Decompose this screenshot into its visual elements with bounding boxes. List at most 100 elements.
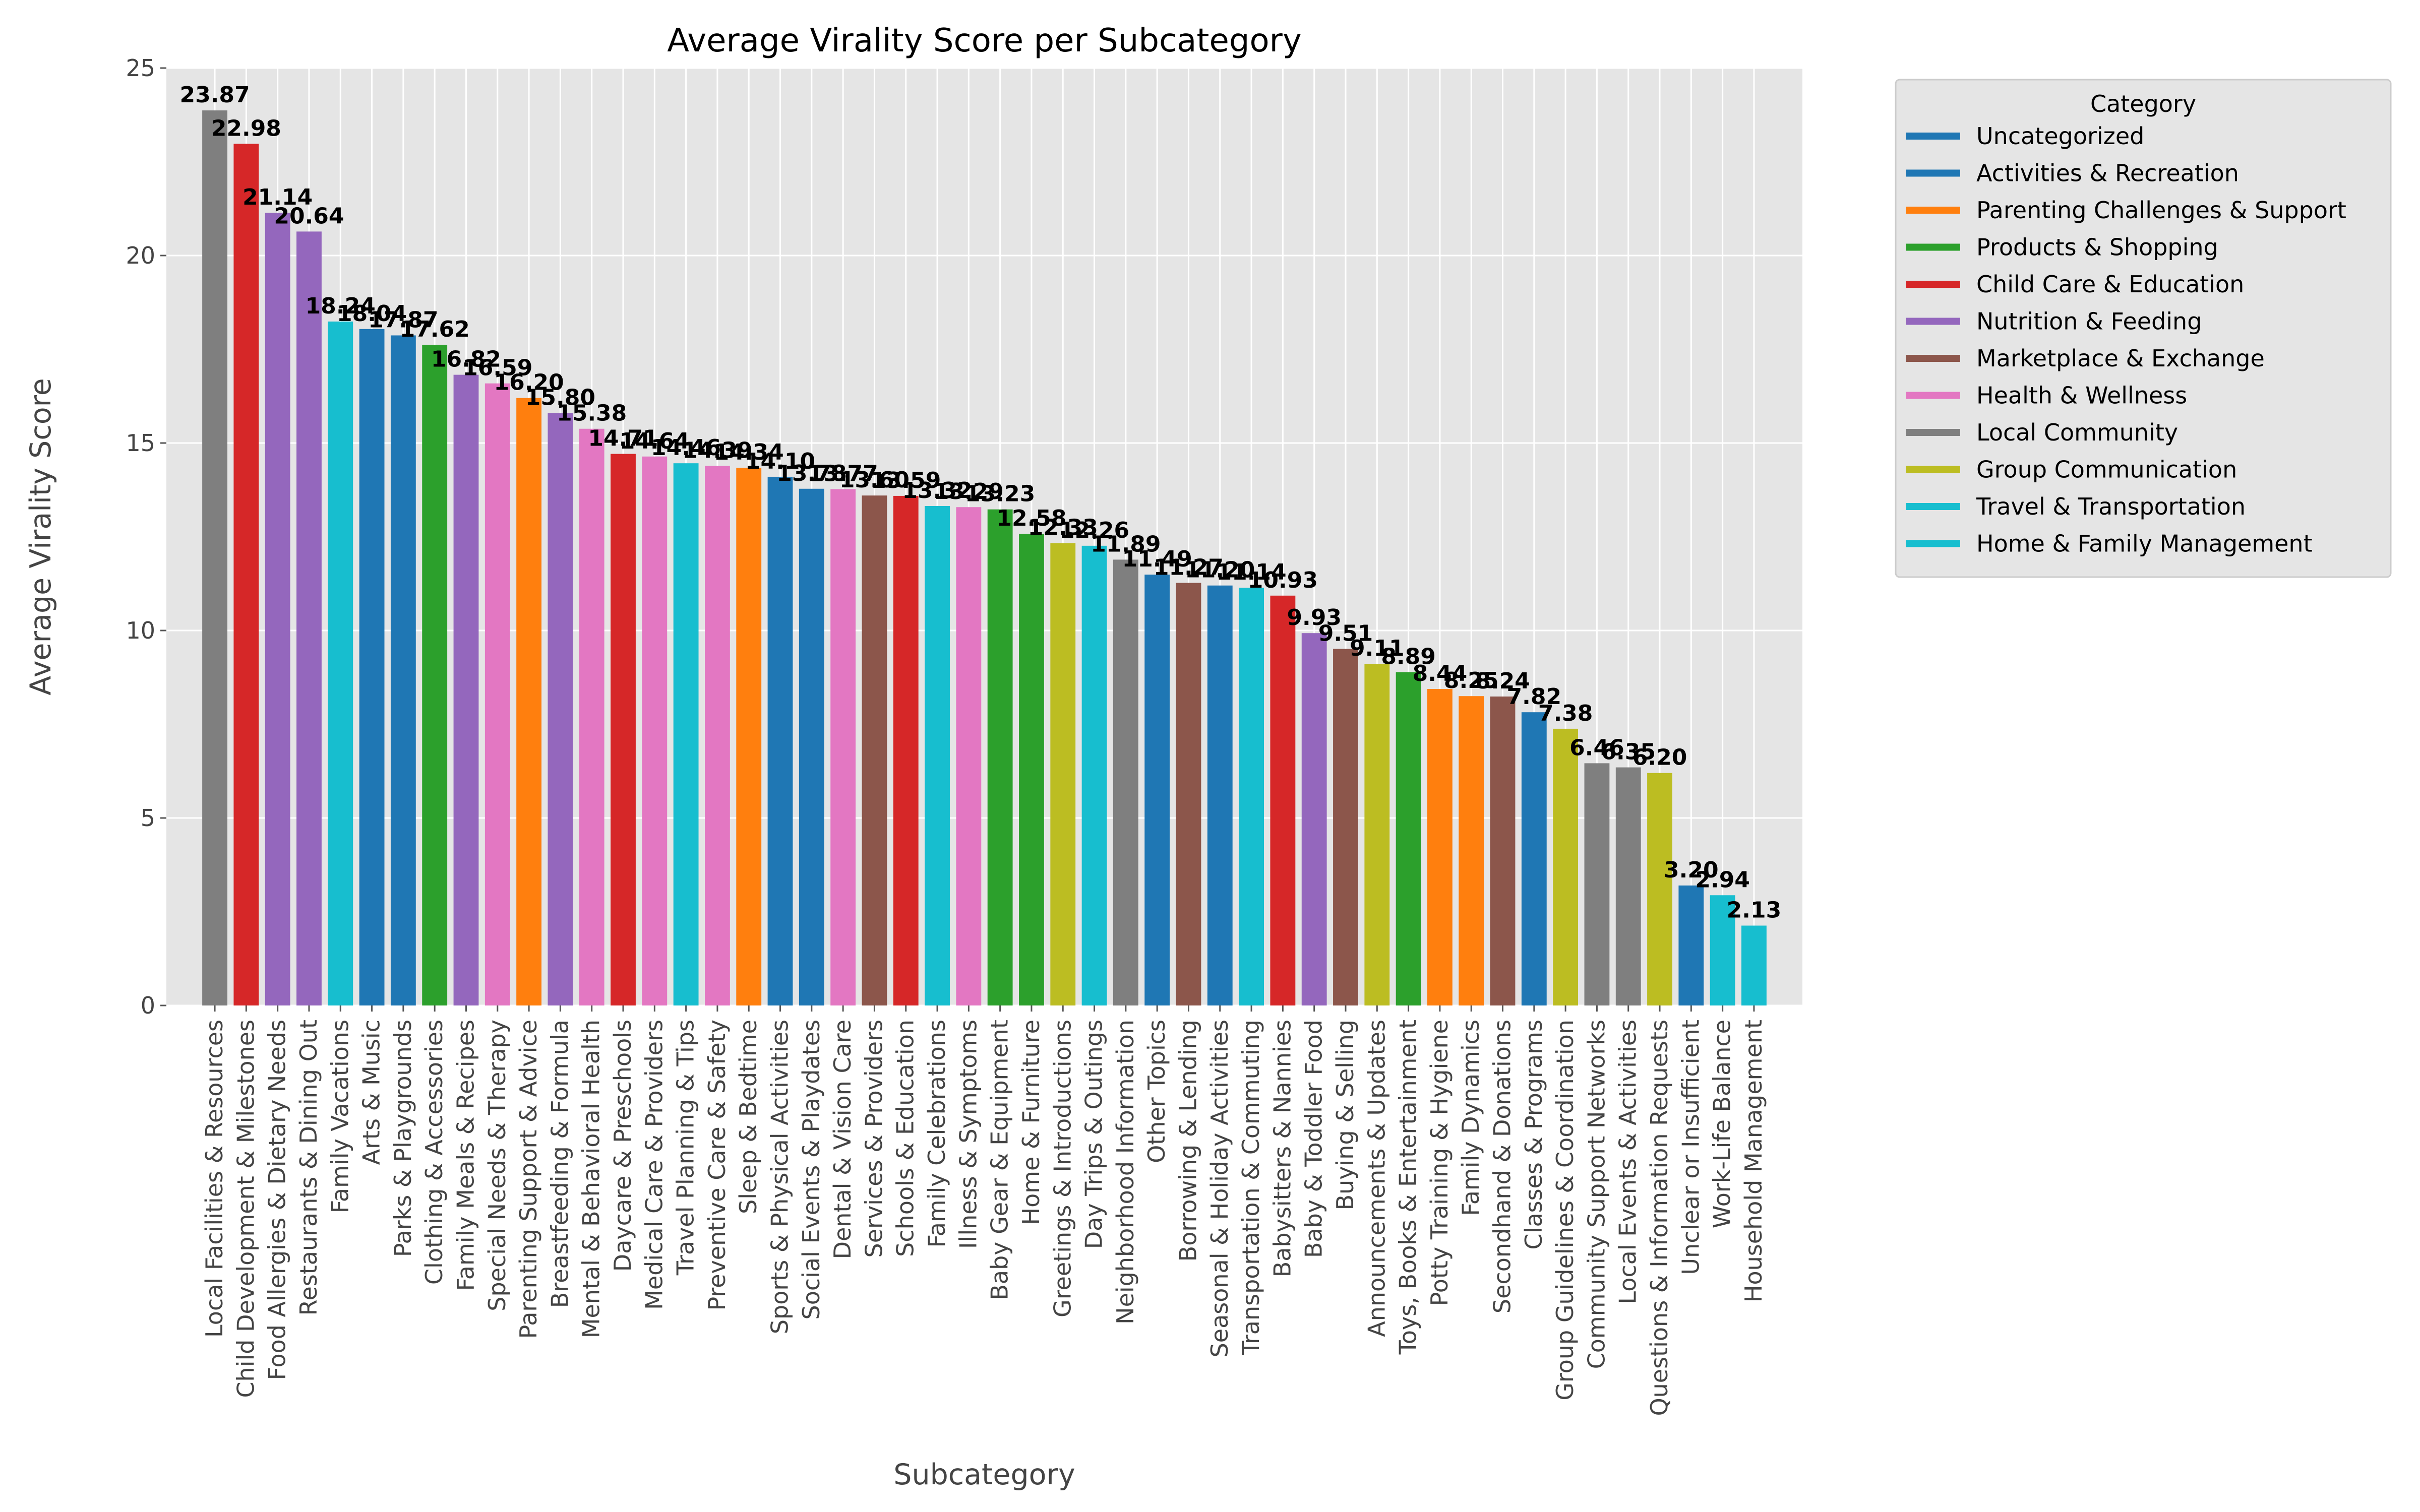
bar xyxy=(296,231,322,1005)
bar xyxy=(830,489,856,1006)
bar xyxy=(736,468,762,1005)
bar-value-label: 6.20 xyxy=(1632,745,1687,771)
bar-value-label: 8.44 xyxy=(1413,661,1468,686)
legend-entry-label: Products & Shopping xyxy=(1976,234,2218,261)
y-tick-label: 25 xyxy=(126,54,155,82)
bar-value-label: 13.29 xyxy=(934,479,1004,505)
bar xyxy=(1615,767,1641,1005)
bar-value-label: 18.24 xyxy=(306,293,376,319)
bar-value-label: 16.59 xyxy=(462,355,532,381)
bar-value-label: 17.87 xyxy=(368,307,438,333)
bar xyxy=(1113,559,1138,1005)
bar-value-label: 13.60 xyxy=(839,467,910,493)
bar-value-label: 14.34 xyxy=(714,439,784,465)
y-axis-ticks: 0 5 10 15 20 25 xyxy=(126,54,166,1019)
bar xyxy=(1207,585,1233,1005)
bar xyxy=(233,144,259,1006)
legend-entry-label: Child Care & Education xyxy=(1976,271,2244,298)
bar xyxy=(359,329,385,1005)
bar-value-label: 16.82 xyxy=(431,347,501,372)
bar xyxy=(799,488,824,1005)
x-tick-label: Greetings & Introductions xyxy=(1049,1020,1076,1317)
bar xyxy=(1019,534,1044,1005)
bar xyxy=(1270,595,1296,1005)
legend-entry-label: Home & Family Management xyxy=(1976,530,2313,557)
x-tick-label: Local Facilities & Resources xyxy=(201,1020,228,1338)
bar-value-label: 15.80 xyxy=(525,385,595,410)
x-tick-label: Toys, Books & Entertainment xyxy=(1395,1020,1422,1355)
bar xyxy=(893,495,919,1005)
x-tick-label: Sports & Physical Activities xyxy=(766,1020,794,1334)
bar xyxy=(862,495,887,1005)
legend-entry-label: Local Community xyxy=(1976,419,2178,446)
bar xyxy=(1553,728,1579,1005)
bar xyxy=(548,413,573,1005)
bar xyxy=(453,374,479,1005)
bar-value-label: 11.49 xyxy=(1122,546,1192,572)
bar xyxy=(956,507,982,1005)
x-tick-label: Clothing & Accessories xyxy=(420,1020,448,1285)
x-tick-label: Community Support Networks xyxy=(1583,1020,1610,1369)
x-tick-label: Classes & Programs xyxy=(1520,1020,1547,1249)
bar-value-label: 2.94 xyxy=(1695,867,1750,893)
x-tick-label: Travel Planning & Tips xyxy=(672,1020,699,1276)
x-tick-label: Seasonal & Holiday Activities xyxy=(1206,1020,1233,1357)
bar xyxy=(1081,545,1107,1005)
x-tick-label: Parks & Playgrounds xyxy=(389,1020,416,1257)
bars xyxy=(202,110,1767,1006)
bar-value-label: 18.04 xyxy=(337,301,407,327)
bar xyxy=(1459,696,1484,1005)
y-axis-label: Average Virality Score xyxy=(24,378,57,696)
x-tick-label: Household Management xyxy=(1740,1020,1767,1302)
bar xyxy=(1427,689,1453,1005)
bar-value-label: 20.64 xyxy=(274,203,344,229)
x-tick-label: Baby & Toddler Food xyxy=(1300,1020,1327,1258)
bar xyxy=(390,335,416,1006)
legend-items: Uncategorized Activities & Recreation Pare… xyxy=(1906,122,2346,557)
bar-value-label: 13.59 xyxy=(871,468,941,493)
bar xyxy=(1584,763,1610,1005)
x-tick-label: Special Needs & Therapy xyxy=(483,1020,511,1311)
bar xyxy=(1301,633,1327,1005)
bar-value-label: 13.77 xyxy=(808,461,878,487)
bar xyxy=(1490,696,1516,1005)
bar-value-label: 2.13 xyxy=(1727,898,1782,923)
bar xyxy=(1364,664,1390,1005)
x-tick-label: Mental & Behavioral Health xyxy=(578,1020,605,1338)
legend-entry-label: Group Communication xyxy=(1976,456,2237,483)
y-tick-label: 0 xyxy=(141,992,155,1019)
bar-value-label: 11.20 xyxy=(1185,557,1255,583)
x-axis-label: Subcategory xyxy=(893,1458,1075,1491)
x-tick-label: Unclear or Insufficient xyxy=(1677,1020,1704,1275)
bar-value-label: 13.32 xyxy=(902,478,972,503)
bar-value-label: 8.25 xyxy=(1444,668,1499,694)
bar-value-label: 7.82 xyxy=(1507,684,1562,710)
x-tick-label: Breastfeeding & Formula xyxy=(546,1020,573,1308)
bar-value-label: 14.71 xyxy=(588,426,658,452)
bar-value-label: 15.38 xyxy=(557,401,627,426)
bar-value-label: 21.14 xyxy=(243,184,313,210)
x-tick-label: Arts & Music xyxy=(358,1020,385,1165)
bar xyxy=(704,466,730,1005)
bar-value-label: 23.87 xyxy=(179,82,250,108)
bar-value-label: 10.93 xyxy=(1248,568,1318,593)
bar-value-label: 7.38 xyxy=(1538,701,1593,726)
x-tick-label: Services & Providers xyxy=(860,1020,887,1257)
y-tick-label: 10 xyxy=(126,617,155,644)
legend-title: Category xyxy=(2090,90,2196,117)
legend-entry-label: Nutrition & Feeding xyxy=(1976,308,2202,335)
x-tick-label: Borrowing & Lending xyxy=(1174,1020,1201,1262)
x-tick-label: Transportation & Commuting xyxy=(1237,1020,1264,1355)
bar-value-label: 16.20 xyxy=(494,370,564,396)
x-tick-label: Group Guidelines & Coordination xyxy=(1551,1020,1579,1401)
bar-value-label: 14.10 xyxy=(745,449,815,474)
bar-value-label: 13.23 xyxy=(965,481,1035,507)
legend-entry-label: Health & Wellness xyxy=(1976,382,2187,409)
x-tick-label: Social Events & Playdates xyxy=(798,1020,825,1319)
bar xyxy=(1239,588,1264,1005)
bar-value-label: 6.35 xyxy=(1601,739,1656,765)
x-tick-label: Local Events & Activities xyxy=(1614,1020,1642,1304)
bar xyxy=(422,345,448,1005)
y-tick-label: 5 xyxy=(141,804,155,832)
x-tick-label: Neighborhood Information xyxy=(1112,1020,1139,1325)
